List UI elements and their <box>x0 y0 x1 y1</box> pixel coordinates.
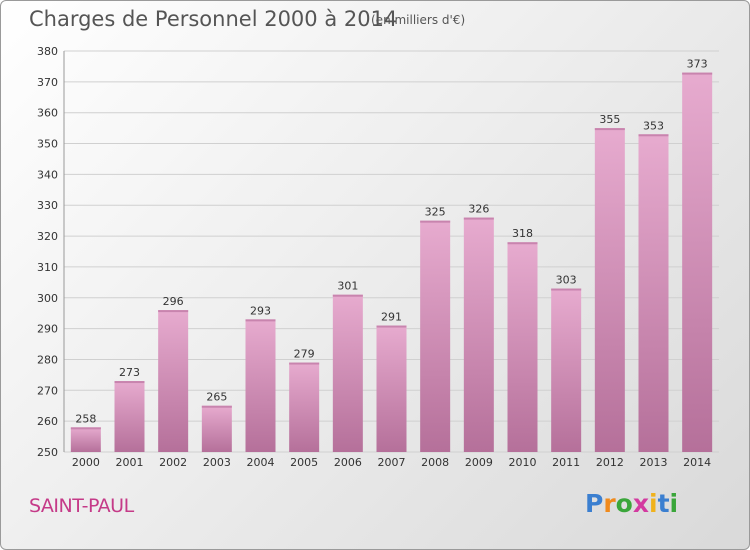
x-tick-label: 2014 <box>683 456 711 469</box>
logo-letter: t <box>657 489 670 518</box>
x-tick-label: 2007 <box>378 456 406 469</box>
bar-top-edge <box>158 310 189 313</box>
bar-top-edge <box>245 319 276 322</box>
logo-letter: i <box>649 489 658 518</box>
y-tick-label: 330 <box>37 199 58 212</box>
y-tick-label: 280 <box>37 353 58 366</box>
x-tick-label: 2013 <box>640 456 668 469</box>
value-label: 318 <box>512 227 533 240</box>
value-label: 291 <box>381 311 402 324</box>
bars <box>70 72 713 453</box>
value-label: 325 <box>425 206 446 219</box>
x-tick-label: 2001 <box>116 456 144 469</box>
x-tick-label: 2000 <box>72 456 100 469</box>
logo-letter: x <box>632 489 649 518</box>
x-tick-label: 2005 <box>290 456 318 469</box>
bar <box>420 220 451 452</box>
y-tick-label: 290 <box>37 323 58 336</box>
value-label: 258 <box>75 412 96 425</box>
x-tick-label: 2009 <box>465 456 493 469</box>
y-tick-label: 250 <box>37 446 58 459</box>
x-tick-label: 2011 <box>552 456 580 469</box>
x-tick-label: 2002 <box>159 456 187 469</box>
value-label: 353 <box>643 119 664 132</box>
x-tick-label: 2010 <box>509 456 537 469</box>
y-tick-label: 320 <box>37 230 58 243</box>
bar <box>70 427 101 452</box>
x-tick-label: 2003 <box>203 456 231 469</box>
value-labels: 258 273 296 265 293 279 301 291 325 326 318 303 355 3… <box>75 58 707 426</box>
proxiti-logo: Proxiti <box>585 489 678 518</box>
bar <box>245 319 276 452</box>
value-label: 273 <box>119 366 140 379</box>
bar-top-edge <box>289 362 320 365</box>
y-tick-label: 380 <box>37 45 58 58</box>
chart-subtitle: (en milliers d'€) <box>371 13 466 27</box>
bar <box>507 242 538 452</box>
bar <box>463 217 494 452</box>
bar <box>114 381 145 452</box>
y-tick-label: 340 <box>37 168 58 181</box>
bar <box>201 405 232 452</box>
bar <box>551 288 582 452</box>
x-tick-label: 2004 <box>247 456 275 469</box>
logo-letter: i <box>669 489 679 518</box>
bar <box>376 325 407 452</box>
y-tick-label: 360 <box>37 107 58 120</box>
bar <box>332 294 363 452</box>
bar-top-edge <box>420 220 451 223</box>
y-tick-label: 370 <box>37 76 58 89</box>
value-label: 265 <box>206 391 227 404</box>
bar-top-edge <box>463 217 494 220</box>
bar-top-edge <box>507 242 538 245</box>
bar-top-edge <box>376 325 407 328</box>
value-label: 373 <box>687 58 708 71</box>
bar <box>638 134 669 453</box>
x-tick-labels: 2000 2001 2002 2003 2004 2005 2006 2007 2008 2009… <box>72 456 711 469</box>
bar-top-edge <box>70 427 101 430</box>
bar-top-edge <box>638 134 669 137</box>
y-tick-label: 300 <box>37 292 58 305</box>
x-tick-label: 2006 <box>334 456 362 469</box>
value-label: 326 <box>468 203 489 216</box>
bar-top-edge <box>332 294 363 297</box>
bar-top-edge <box>551 288 582 291</box>
logo-letter: P <box>585 489 604 518</box>
value-label: 293 <box>250 304 271 317</box>
y-tick-label: 310 <box>37 261 58 274</box>
bar <box>158 310 189 452</box>
x-tick-label: 2008 <box>421 456 449 469</box>
bar <box>594 128 625 452</box>
y-tick-labels: 250 260 270 280 290 300 310 320 330 340 350 360 370 3… <box>37 45 58 459</box>
logo-letter: r <box>603 489 616 518</box>
y-tick-label: 350 <box>37 138 58 151</box>
logo-letter: o <box>615 489 633 518</box>
value-label: 355 <box>599 113 620 126</box>
chart-title: Charges de Personnel 2000 à 2014 <box>29 7 398 31</box>
value-label: 279 <box>294 348 315 361</box>
bar <box>682 72 713 452</box>
y-tick-label: 270 <box>37 384 58 397</box>
value-label: 301 <box>337 280 358 293</box>
value-label: 296 <box>163 295 184 308</box>
bar-top-edge <box>594 128 625 131</box>
bar-top-edge <box>201 405 232 408</box>
bar-top-edge <box>114 381 145 384</box>
value-label: 303 <box>556 274 577 287</box>
commune-name: SAINT-PAUL <box>29 495 134 517</box>
x-tick-label: 2012 <box>596 456 624 469</box>
bar <box>289 362 320 452</box>
bar-top-edge <box>682 72 713 75</box>
y-tick-label: 260 <box>37 415 58 428</box>
